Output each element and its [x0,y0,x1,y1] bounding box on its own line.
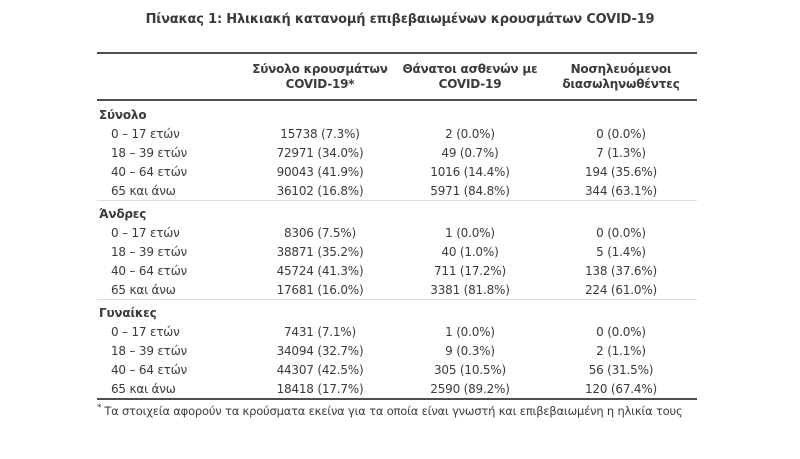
cell-cases: 8306 (7.5%) [283,225,356,240]
cell-intubated: 344 (63.1%) [584,183,657,198]
cell-deaths: 9 (0.3%) [445,343,495,358]
table-title: Πίνακας 1: Ηλικιακή κατανομή επιβεβαιωμέ… [145,12,655,27]
section-header-total: Σύνολο [97,101,697,124]
row-label: 40 – 64 ετών [111,362,188,377]
cell-intubated: 0 (0.0%) [596,324,646,339]
cell-cases: 90043 (41.9%) [276,164,364,179]
row-label: 0 – 17 ετών [111,225,180,240]
row-label: 18 – 39 ετών [111,343,188,358]
column-header-deaths: Θάνατοι ασθενών με COVID-19 [402,62,538,91]
cell-cases: 34094 (32.7%) [276,343,364,358]
cell-cases: 17681 (16.0%) [276,282,364,297]
cell-deaths: 2590 (89.2%) [430,381,510,396]
row-label: 65 και άνω [111,282,176,297]
cell-deaths: 2 (0.0%) [445,126,495,141]
cell-cases: 15738 (7.3%) [280,126,360,141]
cell-deaths: 1 (0.0%) [445,324,495,339]
cell-deaths: 5971 (84.8%) [430,183,510,198]
table-row: 40 – 64 ετών 90043 (41.9%) 1016 (14.4%) … [97,162,697,181]
cell-intubated: 56 (31.5%) [588,362,654,377]
row-label: 65 και άνω [111,381,176,396]
table-header-row: Σύνολο κρουσμάτων COVID-19* Θάνατοι ασθε… [97,54,697,101]
table-row: 40 – 64 ετών 45724 (41.3%) 711 (17.2%) 1… [97,261,697,280]
cell-deaths: 3381 (81.8%) [430,282,510,297]
table-row: 18 – 39 ετών 72971 (34.0%) 49 (0.7%) 7 (… [97,143,697,162]
footnote-text: Τα στοιχεία αφορούν τα κρούσματα εκείνα … [104,403,683,418]
table-row: 65 και άνω 18418 (17.7%) 2590 (89.2%) 12… [97,379,697,398]
cell-cases: 18418 (17.7%) [276,381,364,396]
cell-intubated: 2 (1.1%) [596,343,646,358]
cell-cases: 38871 (35.2%) [276,244,364,259]
cell-deaths: 1016 (14.4%) [430,164,510,179]
table-row: 18 – 39 ετών 38871 (35.2%) 40 (1.0%) 5 (… [97,242,697,261]
cell-deaths: 40 (1.0%) [441,244,499,259]
cell-deaths: 49 (0.7%) [441,145,499,160]
cell-intubated: 7 (1.3%) [596,145,646,160]
cell-deaths: 305 (10.5%) [433,362,506,377]
table-row: 0 – 17 ετών 8306 (7.5%) 1 (0.0%) 0 (0.0%… [97,223,697,242]
cell-cases: 36102 (16.8%) [276,183,364,198]
cell-deaths: 711 (17.2%) [433,263,506,278]
row-label: 18 – 39 ετών [111,145,188,160]
cell-intubated: 138 (37.6%) [584,263,657,278]
table-row: 18 – 39 ετών 34094 (32.7%) 9 (0.3%) 2 (1… [97,341,697,360]
row-label: 0 – 17 ετών [111,324,180,339]
row-label: 65 και άνω [111,183,176,198]
cell-deaths: 1 (0.0%) [445,225,495,240]
row-label: 18 – 39 ετών [111,244,188,259]
covid-age-distribution-table: Σύνολο κρουσμάτων COVID-19* Θάνατοι ασθε… [97,52,697,400]
table-row: 0 – 17 ετών 15738 (7.3%) 2 (0.0%) 0 (0.0… [97,124,697,143]
row-label: 40 – 64 ετών [111,263,188,278]
section-label: Γυναίκες [99,306,157,320]
cell-intubated: 194 (35.6%) [584,164,657,179]
cell-cases: 45724 (41.3%) [276,263,364,278]
section-label: Σύνολο [99,108,147,122]
cell-cases: 7431 (7.1%) [283,324,356,339]
cell-intubated: 224 (61.0%) [584,282,657,297]
table-footnote: * Τα στοιχεία αφορούν τα κρούσματα εκείνα… [97,403,717,418]
cell-intubated: 0 (0.0%) [596,126,646,141]
column-header-intubated: Νοσηλευόμενοι διασωληνωθέντες [562,62,680,91]
row-label: 0 – 17 ετών [111,126,180,141]
table-row: 0 – 17 ετών 7431 (7.1%) 1 (0.0%) 0 (0.0%… [97,322,697,341]
column-header-total-cases: Σύνολο κρουσμάτων COVID-19* [252,62,388,91]
cell-intubated: 120 (67.4%) [584,381,657,396]
section-header-women: Γυναίκες [97,299,697,322]
cell-intubated: 0 (0.0%) [596,225,646,240]
cell-intubated: 5 (1.4%) [596,244,646,259]
cell-cases: 72971 (34.0%) [276,145,364,160]
table-row: 65 και άνω 17681 (16.0%) 3381 (81.8%) 22… [97,280,697,299]
cell-cases: 44307 (42.5%) [276,362,364,377]
table-row: 40 – 64 ετών 44307 (42.5%) 305 (10.5%) 5… [97,360,697,379]
section-header-men: Άνδρες [97,200,697,223]
footnote-asterisk: * [97,403,102,413]
row-label: 40 – 64 ετών [111,164,188,179]
section-label: Άνδρες [99,207,147,221]
table-row: 65 και άνω 36102 (16.8%) 5971 (84.8%) 34… [97,181,697,200]
